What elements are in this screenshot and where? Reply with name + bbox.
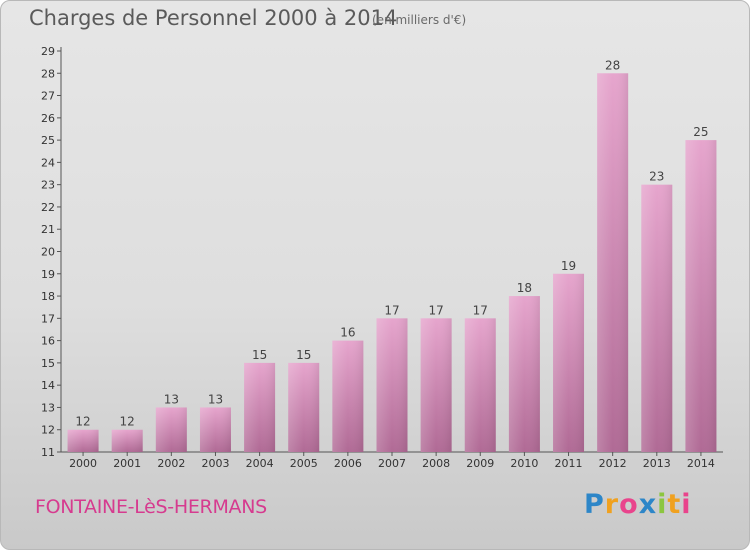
y-tick-label: 13 [41, 401, 55, 414]
y-tick-label: 23 [41, 179, 55, 192]
bar-highlight [508, 296, 540, 452]
x-tick-label: 2009 [466, 457, 494, 470]
x-tick-label: 2001 [113, 457, 141, 470]
bar-highlight [244, 362, 276, 452]
bar-highlight [685, 140, 717, 452]
data-label: 17 [428, 303, 443, 317]
data-label: 12 [75, 415, 90, 429]
bar-highlight [376, 318, 408, 452]
y-tick-label: 25 [41, 134, 55, 147]
y-tick-label: 11 [41, 446, 55, 459]
data-label: 25 [693, 125, 708, 139]
logo-letter: i [681, 489, 692, 520]
data-label: 16 [340, 326, 355, 340]
bar-highlight [199, 407, 231, 452]
data-label: 12 [120, 415, 135, 429]
bar-highlight [155, 407, 187, 452]
y-tick-label: 29 [41, 45, 55, 58]
x-tick-label: 2014 [687, 457, 715, 470]
bar-highlight [420, 318, 452, 452]
y-tick-label: 21 [41, 223, 55, 236]
bar-highlight [597, 73, 629, 453]
x-tick-label: 2012 [599, 457, 627, 470]
x-tick-label: 2000 [69, 457, 97, 470]
x-tick-label: 2004 [246, 457, 274, 470]
logo-letter: r [604, 489, 620, 520]
data-label: 23 [649, 170, 664, 184]
place-name: FONTAINE-LèS-HERMANS [35, 496, 267, 518]
y-tick-label: 12 [41, 424, 55, 437]
logo-letter: i [657, 489, 668, 520]
logo-letter: P [584, 489, 605, 520]
logo-letter: t [667, 489, 682, 520]
data-label: 15 [296, 348, 311, 362]
data-label: 28 [605, 58, 620, 72]
bar-highlight [464, 318, 496, 452]
data-label: 13 [164, 392, 179, 406]
chart-title: Charges de Personnel 2000 à 2014 [29, 6, 398, 30]
y-tick-label: 24 [41, 156, 55, 169]
y-tick-label: 15 [41, 357, 55, 370]
x-tick-label: 2002 [157, 457, 185, 470]
x-tick-label: 2008 [422, 457, 450, 470]
y-tick-label: 14 [41, 379, 55, 392]
bar-highlight [67, 429, 99, 452]
y-tick-label: 27 [41, 90, 55, 103]
bar-highlight [553, 273, 585, 452]
y-tick-label: 20 [41, 246, 55, 259]
proxiti-logo: Proxiti [584, 489, 692, 520]
data-label: 18 [517, 281, 532, 295]
bar-highlight [641, 184, 673, 452]
y-tick-label: 22 [41, 201, 55, 214]
x-tick-label: 2003 [201, 457, 229, 470]
y-tick-label: 28 [41, 67, 55, 80]
y-tick-label: 17 [41, 312, 55, 325]
y-tick-label: 18 [41, 290, 55, 303]
data-label: 19 [561, 259, 576, 273]
bar-highlight [288, 362, 320, 452]
x-tick-label: 2006 [334, 457, 362, 470]
logo-letter: x [638, 489, 658, 520]
logo-letter: o [619, 489, 639, 520]
y-tick-label: 26 [41, 112, 55, 125]
x-tick-label: 2013 [643, 457, 671, 470]
data-label: 17 [473, 303, 488, 317]
x-tick-label: 2010 [510, 457, 538, 470]
data-label: 15 [252, 348, 267, 362]
data-label: 13 [208, 392, 223, 406]
x-tick-label: 2011 [555, 457, 583, 470]
y-tick-label: 19 [41, 268, 55, 281]
x-tick-label: 2005 [290, 457, 318, 470]
x-tick-label: 2007 [378, 457, 406, 470]
bar-highlight [111, 429, 143, 452]
y-tick-label: 16 [41, 335, 55, 348]
plot-area: 11 12 13 14 15 16 17 18 19 20 21 22 23 24 25 26 27 28 29 20… [41, 45, 723, 470]
bar-highlight [332, 340, 364, 452]
unit-label: (en milliers d'€) [372, 13, 467, 27]
data-label: 17 [384, 303, 399, 317]
